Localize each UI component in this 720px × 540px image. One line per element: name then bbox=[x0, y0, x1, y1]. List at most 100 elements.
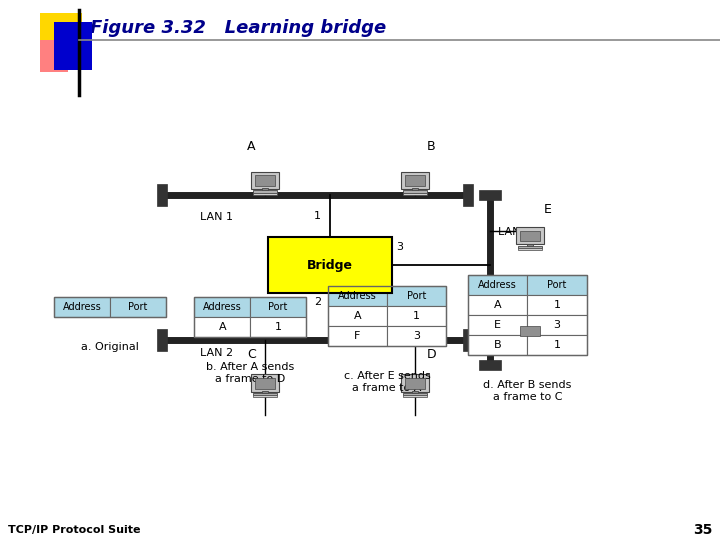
Bar bbox=[527, 244, 533, 246]
Bar bbox=[387, 306, 446, 326]
Bar bbox=[54, 22, 92, 70]
Bar bbox=[194, 297, 306, 337]
Bar bbox=[468, 275, 587, 355]
Bar bbox=[403, 393, 427, 395]
Bar bbox=[40, 13, 82, 55]
Text: d. After B sends
a frame to C: d. After B sends a frame to C bbox=[483, 380, 572, 402]
Bar bbox=[40, 40, 68, 72]
Bar bbox=[403, 191, 427, 193]
Text: LAN 2: LAN 2 bbox=[200, 348, 233, 358]
Bar bbox=[516, 227, 544, 244]
Bar bbox=[468, 295, 527, 315]
Bar bbox=[328, 286, 446, 346]
Text: A: A bbox=[354, 311, 361, 321]
Bar bbox=[468, 315, 527, 335]
Bar bbox=[262, 391, 268, 394]
Bar bbox=[401, 374, 429, 392]
Text: 1: 1 bbox=[314, 211, 321, 221]
Bar bbox=[251, 317, 306, 337]
Text: Port: Port bbox=[269, 302, 288, 312]
Text: 3: 3 bbox=[554, 320, 561, 330]
Bar bbox=[468, 335, 527, 355]
Bar bbox=[527, 315, 587, 335]
Text: 1: 1 bbox=[554, 340, 561, 350]
Bar bbox=[54, 297, 166, 317]
Text: 1: 1 bbox=[413, 311, 420, 321]
Text: 1: 1 bbox=[274, 322, 282, 332]
Bar bbox=[518, 248, 542, 250]
Text: 3: 3 bbox=[396, 242, 403, 252]
Bar bbox=[262, 188, 268, 191]
Text: TCP/IP Protocol Suite: TCP/IP Protocol Suite bbox=[8, 525, 140, 535]
Text: A: A bbox=[247, 140, 256, 153]
Text: Port: Port bbox=[547, 280, 567, 291]
Bar bbox=[479, 190, 501, 200]
Text: LAN 3: LAN 3 bbox=[498, 227, 531, 237]
Bar bbox=[402, 395, 428, 397]
Text: 35: 35 bbox=[693, 523, 712, 537]
Bar bbox=[412, 391, 418, 394]
Bar bbox=[387, 286, 446, 306]
Bar bbox=[520, 231, 540, 241]
Bar bbox=[328, 326, 387, 346]
Bar bbox=[253, 193, 277, 194]
Bar bbox=[527, 335, 587, 355]
Bar bbox=[253, 191, 277, 193]
Bar bbox=[527, 295, 587, 315]
Bar bbox=[463, 184, 473, 206]
Bar bbox=[527, 275, 587, 295]
Bar bbox=[520, 326, 540, 336]
Bar bbox=[251, 172, 279, 189]
Bar bbox=[405, 176, 425, 186]
Bar bbox=[255, 176, 275, 186]
Bar bbox=[157, 329, 167, 351]
Bar bbox=[194, 317, 251, 337]
Text: 3: 3 bbox=[413, 331, 420, 341]
Bar bbox=[468, 275, 527, 295]
Text: a. Original: a. Original bbox=[81, 342, 139, 352]
Bar bbox=[109, 297, 166, 317]
Bar bbox=[412, 188, 418, 191]
Text: c. After E sends
a frame to A: c. After E sends a frame to A bbox=[343, 371, 431, 393]
Text: A: A bbox=[494, 300, 502, 310]
Bar bbox=[516, 322, 544, 339]
Text: C: C bbox=[247, 348, 256, 361]
Text: F: F bbox=[544, 298, 551, 311]
Bar bbox=[518, 341, 542, 343]
Text: 1: 1 bbox=[554, 300, 561, 310]
Bar bbox=[268, 237, 392, 293]
Bar bbox=[518, 246, 542, 248]
Bar bbox=[194, 297, 251, 317]
Bar bbox=[401, 172, 429, 189]
Text: Address: Address bbox=[203, 302, 242, 312]
Bar bbox=[253, 395, 277, 397]
Text: E: E bbox=[544, 203, 552, 216]
Text: B: B bbox=[494, 340, 502, 350]
Text: LAN 1: LAN 1 bbox=[200, 212, 233, 222]
Bar bbox=[54, 297, 109, 317]
Text: F: F bbox=[354, 331, 361, 341]
Bar bbox=[402, 193, 428, 194]
Text: D: D bbox=[427, 348, 436, 361]
Text: Figure 3.32   Learning bridge: Figure 3.32 Learning bridge bbox=[90, 19, 386, 37]
Text: A: A bbox=[218, 322, 226, 332]
Bar bbox=[157, 184, 167, 206]
Text: Port: Port bbox=[407, 291, 426, 301]
Text: Bridge: Bridge bbox=[307, 259, 353, 272]
Bar bbox=[479, 360, 501, 370]
Text: E: E bbox=[494, 320, 501, 330]
Bar bbox=[328, 286, 387, 306]
Bar bbox=[527, 339, 533, 341]
Bar bbox=[463, 329, 473, 351]
Bar bbox=[328, 306, 387, 326]
Text: B: B bbox=[427, 140, 436, 153]
Bar bbox=[251, 297, 306, 317]
Bar bbox=[253, 393, 277, 395]
Bar bbox=[405, 378, 425, 389]
Text: Address: Address bbox=[338, 291, 377, 301]
Text: Address: Address bbox=[63, 302, 102, 312]
Text: 2: 2 bbox=[314, 297, 321, 307]
Text: b. After A sends
a frame to D: b. After A sends a frame to D bbox=[206, 362, 294, 383]
Bar bbox=[387, 326, 446, 346]
Bar bbox=[251, 374, 279, 392]
